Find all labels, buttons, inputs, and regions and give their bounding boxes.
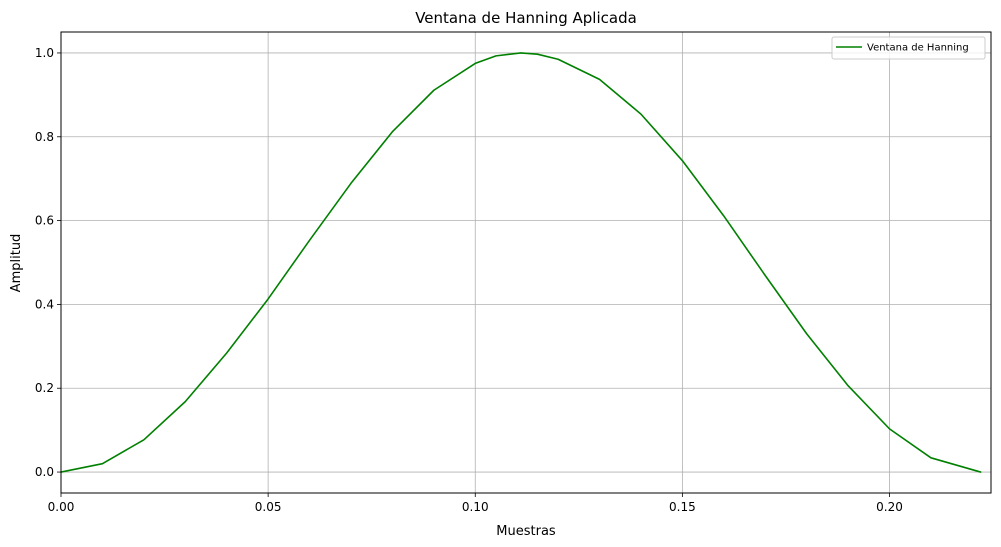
x-tick-label: 0.20 [876, 500, 903, 514]
y-tick-label: 0.0 [35, 465, 54, 479]
x-tick-label: 0.15 [669, 500, 696, 514]
chart-title: Ventana de Hanning Aplicada [415, 9, 637, 27]
y-tick-label: 0.4 [35, 297, 54, 311]
x-axis-label: Muestras [496, 524, 556, 539]
y-tick-label: 0.2 [35, 381, 54, 395]
series-layer [60, 52, 982, 473]
x-tick-label: 0.10 [462, 500, 489, 514]
y-tick-label: 1.0 [35, 46, 54, 60]
plot-area-frame [60, 31, 992, 494]
x-tick-label: 0.05 [255, 500, 282, 514]
legend-box [831, 36, 986, 60]
grid [60, 32, 991, 493]
y-tick-label: 0.8 [35, 130, 54, 144]
series-line-hanning [60, 52, 982, 473]
x-tick-label: 0.00 [48, 500, 75, 514]
y-tick-label: 0.6 [35, 214, 54, 228]
x-axis: 0.00 0.05 0.10 0.15 0.20 [48, 493, 903, 514]
y-axis-label: Amplitud [9, 234, 24, 293]
legend-label: Ventana de Hanning [867, 43, 969, 54]
y-axis: 0.0 0.2 0.4 0.6 0.8 1.0 [35, 46, 61, 479]
legend: Ventana de Hanning [831, 36, 986, 60]
